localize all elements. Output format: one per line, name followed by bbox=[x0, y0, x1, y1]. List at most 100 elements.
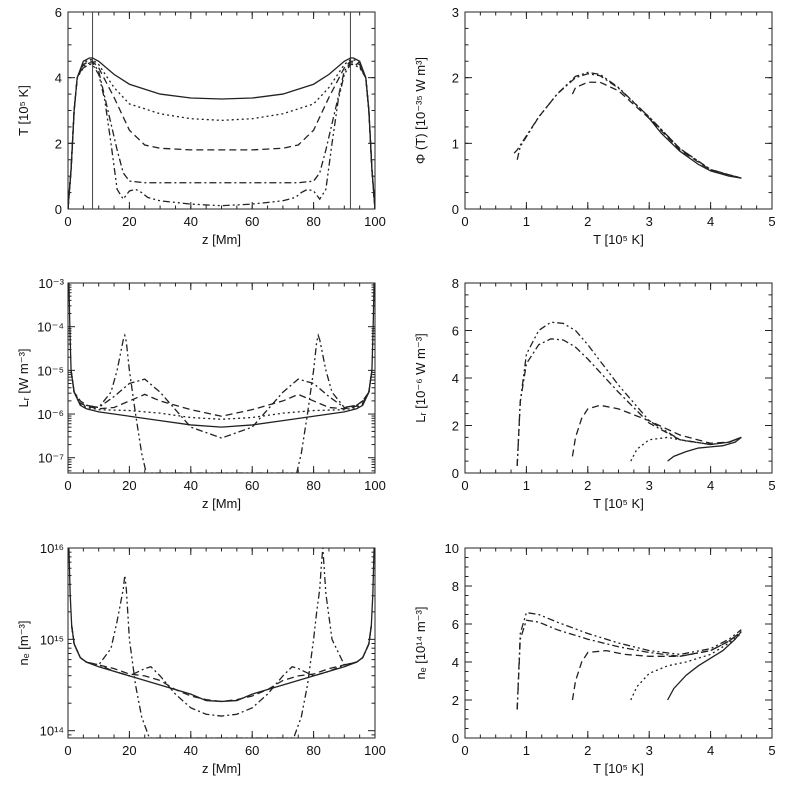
series-dashed-line bbox=[71, 625, 372, 703]
series-dashed-line bbox=[571, 81, 742, 179]
x-tick-label: 1 bbox=[523, 743, 530, 758]
y-tick-label: 6 bbox=[452, 617, 459, 632]
x-tick-label: 1 bbox=[523, 478, 530, 493]
series-dashed-line bbox=[571, 404, 742, 457]
series-solid-line bbox=[667, 436, 742, 462]
chart-panel-p5: 0 20 40 60 80 100 10¹⁴ 10¹⁵ 10¹⁶ z [Mm] nₑ [m⁻³] bbox=[16, 541, 386, 776]
y-axis-label: T [10⁵ K] bbox=[16, 85, 31, 136]
x-tick-label: 0 bbox=[64, 478, 71, 493]
series-solid-line bbox=[648, 117, 742, 179]
x-tick-label: 80 bbox=[306, 743, 320, 758]
series-dashed-line bbox=[571, 631, 742, 701]
series-dotted-line bbox=[630, 436, 742, 462]
series-dash-dot-dot-line bbox=[516, 321, 742, 466]
x-tick-label: 1 bbox=[523, 214, 530, 229]
x-axis-label: T [10⁵ K] bbox=[593, 232, 644, 247]
y-tick-label: 10⁻⁷ bbox=[38, 451, 64, 466]
y-tick-label: 3 bbox=[452, 5, 459, 20]
x-tick-label: 3 bbox=[646, 743, 653, 758]
y-tick-label: 1 bbox=[452, 136, 459, 151]
chart-panel-p4: 0 1 2 3 4 5 0 2 4 6 8 T [10⁵ K] Lᵣ [10⁻⁶ W m⁻³] bbox=[413, 276, 776, 511]
series-dashed-line bbox=[68, 60, 375, 209]
x-tick-label: 0 bbox=[64, 743, 71, 758]
x-tick-label: 5 bbox=[768, 214, 775, 229]
series-group bbox=[68, 57, 375, 209]
x-tick-label: 60 bbox=[245, 478, 259, 493]
y-axis-label: Lᵣ [W m⁻³] bbox=[16, 348, 31, 407]
x-tick-label: 60 bbox=[245, 214, 259, 229]
series-dash-dot-line bbox=[70, 370, 373, 439]
y-tick-label: 10 bbox=[445, 541, 459, 556]
x-tick-label: 20 bbox=[122, 743, 136, 758]
series-solid-line bbox=[68, 548, 375, 703]
x-axis-label: T [10⁵ K] bbox=[593, 496, 644, 511]
series-dashed-line bbox=[70, 370, 373, 417]
x-tick-label: 20 bbox=[122, 214, 136, 229]
series-group bbox=[68, 548, 375, 738]
x-tick-label: 80 bbox=[306, 478, 320, 493]
series-dotted-line bbox=[68, 58, 375, 209]
series-dotted-line bbox=[630, 632, 742, 701]
y-tick-label: 0 bbox=[55, 202, 62, 217]
x-tick-label: 0 bbox=[461, 214, 468, 229]
y-tick-label: 2 bbox=[452, 71, 459, 86]
plot-frame bbox=[67, 282, 376, 474]
y-tick-label: 2 bbox=[452, 419, 459, 434]
y-tick-label: 2 bbox=[452, 693, 459, 708]
x-axis-label: z [Mm] bbox=[202, 761, 241, 776]
y-tick-label: 6 bbox=[55, 5, 62, 20]
series-dash-dot-line bbox=[513, 73, 742, 179]
chart-panel-p3: 0 20 40 60 80 100 10⁻⁷ 10⁻⁶ 10⁻⁵ 10⁻⁴ 10⁻³ z [Mm] Lᵣ… bbox=[16, 276, 386, 511]
x-tick-label: 60 bbox=[245, 743, 259, 758]
x-axis-label: z [Mm] bbox=[202, 496, 241, 511]
y-tick-label: 4 bbox=[452, 655, 459, 670]
x-tick-label: 4 bbox=[707, 743, 714, 758]
x-tick-label: 40 bbox=[184, 214, 198, 229]
y-tick-label: 0 bbox=[452, 466, 459, 481]
x-tick-label: 100 bbox=[364, 743, 386, 758]
y-tick-label: 4 bbox=[452, 371, 459, 386]
y-tick-label: 10⁻⁶ bbox=[37, 407, 64, 422]
x-tick-label: 4 bbox=[707, 214, 714, 229]
y-tick-label: 4 bbox=[55, 71, 62, 86]
x-tick-label: 4 bbox=[707, 478, 714, 493]
y-tick-label: 10⁻³ bbox=[38, 276, 64, 291]
y-axis-label: nₑ [10¹⁴ m⁻³] bbox=[413, 607, 428, 680]
x-tick-label: 80 bbox=[306, 214, 320, 229]
y-axis-label: nₑ [m⁻³] bbox=[16, 621, 31, 666]
y-tick-label: 10¹⁵ bbox=[40, 632, 64, 647]
x-tick-label: 3 bbox=[646, 214, 653, 229]
x-tick-label: 5 bbox=[768, 743, 775, 758]
series-dotted-line bbox=[70, 370, 373, 420]
x-tick-label: 2 bbox=[584, 743, 591, 758]
x-tick-label: 100 bbox=[364, 214, 386, 229]
series-group bbox=[513, 71, 742, 179]
series-solid-line bbox=[68, 283, 375, 428]
y-tick-label: 8 bbox=[452, 276, 459, 291]
x-axis-label: z [Mm] bbox=[202, 232, 241, 247]
x-tick-label: 100 bbox=[364, 478, 386, 493]
series-group bbox=[516, 321, 742, 466]
y-tick-label: 0 bbox=[452, 202, 459, 217]
y-axis-label: Lᵣ [10⁻⁶ W m⁻³] bbox=[413, 333, 428, 422]
y-tick-label: 10⁻⁴ bbox=[37, 320, 64, 335]
x-tick-label: 2 bbox=[584, 214, 591, 229]
y-tick-label: 10⁻⁵ bbox=[37, 363, 64, 378]
series-dash-dot-dot-line bbox=[70, 333, 373, 473]
x-tick-label: 0 bbox=[64, 214, 71, 229]
x-tick-label: 0 bbox=[461, 478, 468, 493]
y-tick-label: 2 bbox=[55, 136, 62, 151]
x-tick-label: 2 bbox=[584, 478, 591, 493]
x-tick-label: 40 bbox=[184, 743, 198, 758]
chart-panel-p1: 0 20 40 60 80 100 0 2 4 6 z [Mm] T [10⁵ K] bbox=[16, 5, 386, 247]
x-tick-label: 5 bbox=[768, 478, 775, 493]
y-tick-label: 6 bbox=[452, 324, 459, 339]
y-tick-label: 10¹⁴ bbox=[40, 724, 64, 739]
x-tick-label: 3 bbox=[646, 478, 653, 493]
series-dash-dot-line bbox=[68, 62, 375, 209]
series-dash-dot-line bbox=[516, 619, 742, 710]
series-dash-dot-dot-line bbox=[516, 71, 742, 179]
plot-frame bbox=[464, 11, 773, 210]
